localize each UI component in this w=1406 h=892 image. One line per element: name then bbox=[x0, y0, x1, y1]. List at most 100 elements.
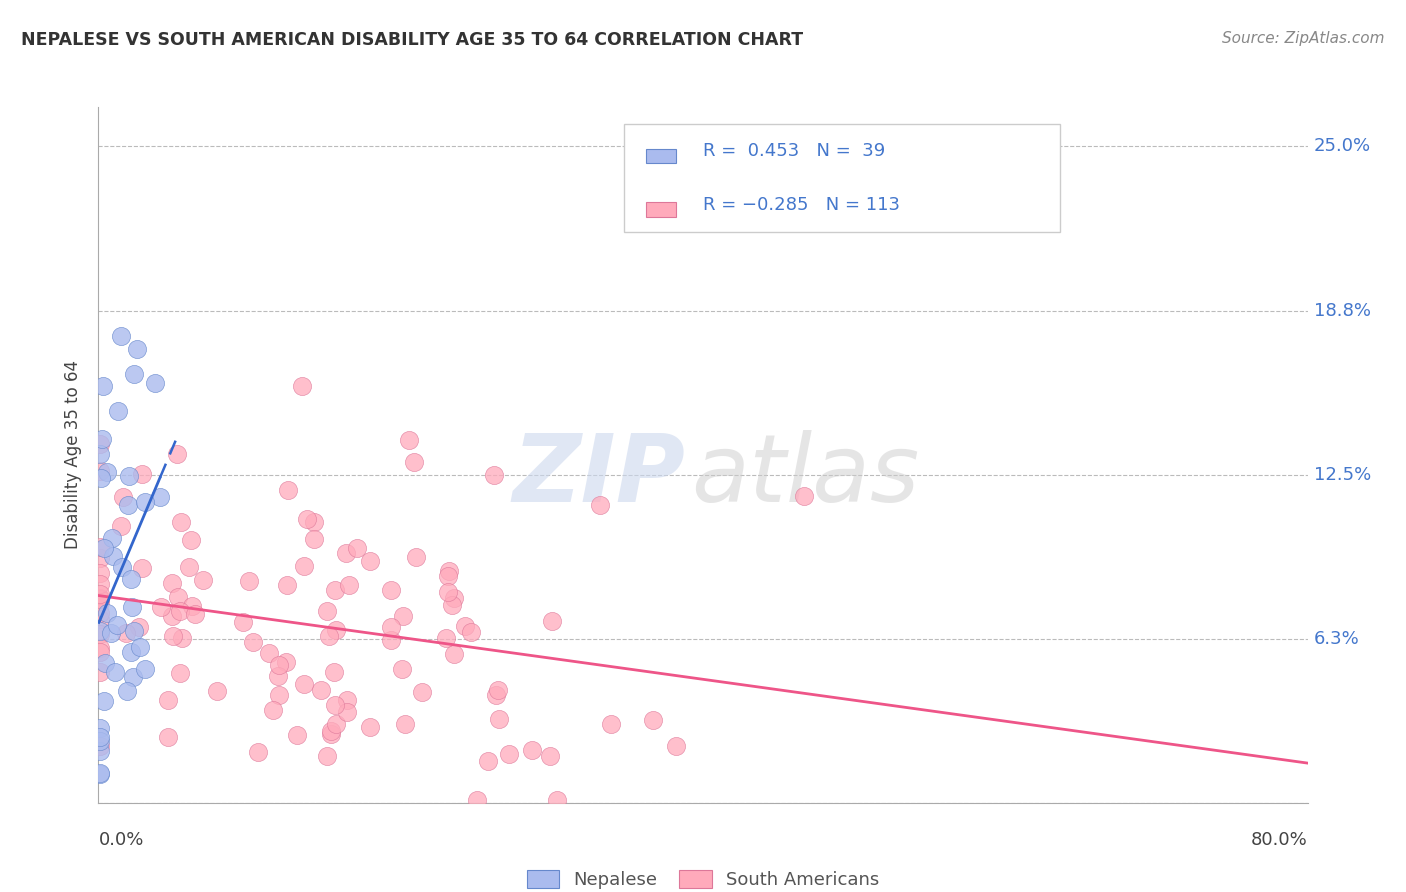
Point bbox=[309, 683, 332, 698]
Legend: Nepalese, South Americans: Nepalese, South Americans bbox=[517, 861, 889, 892]
Text: NEPALESE VS SOUTH AMERICAN DISABILITY AGE 35 TO 64 CORRELATION CHART: NEPALESE VS SOUTH AMERICAN DISABILITY AG… bbox=[21, 31, 803, 49]
Point bbox=[191, 573, 214, 587]
Point bbox=[89, 606, 111, 620]
Point bbox=[166, 591, 188, 605]
Point bbox=[89, 645, 111, 659]
Point bbox=[380, 633, 402, 648]
Point bbox=[89, 624, 111, 638]
Point bbox=[89, 665, 111, 680]
Point bbox=[257, 646, 280, 660]
Point bbox=[205, 683, 228, 698]
Point bbox=[460, 624, 482, 639]
Point bbox=[360, 719, 382, 733]
Text: atlas: atlas bbox=[690, 430, 920, 521]
Point bbox=[538, 748, 561, 763]
Point bbox=[104, 665, 127, 679]
Point bbox=[285, 728, 308, 742]
Point bbox=[91, 379, 114, 393]
Point bbox=[325, 623, 347, 637]
Point bbox=[398, 433, 420, 447]
Point bbox=[89, 627, 111, 641]
Point bbox=[170, 515, 193, 529]
Text: R = −0.285   N = 113: R = −0.285 N = 113 bbox=[703, 196, 900, 214]
Text: ZIP: ZIP bbox=[512, 430, 685, 522]
Point bbox=[96, 466, 118, 480]
Point bbox=[346, 541, 368, 556]
Point bbox=[89, 733, 111, 747]
Point bbox=[665, 739, 688, 753]
Point bbox=[96, 606, 118, 620]
Point bbox=[110, 519, 132, 533]
Point bbox=[101, 531, 124, 545]
Point bbox=[100, 625, 122, 640]
FancyBboxPatch shape bbox=[647, 149, 676, 163]
Point bbox=[380, 620, 402, 634]
Point bbox=[166, 447, 188, 461]
Text: 6.3%: 6.3% bbox=[1313, 630, 1360, 648]
Point bbox=[89, 766, 111, 780]
Point bbox=[339, 577, 361, 591]
Point bbox=[434, 631, 457, 645]
Point bbox=[143, 376, 166, 391]
Point bbox=[292, 558, 315, 573]
Point bbox=[394, 717, 416, 731]
Point bbox=[588, 498, 610, 512]
Point bbox=[89, 765, 111, 780]
Text: 18.8%: 18.8% bbox=[1313, 301, 1371, 319]
Point bbox=[115, 684, 138, 698]
Point bbox=[316, 749, 339, 764]
Point bbox=[89, 566, 111, 580]
Point bbox=[149, 490, 172, 504]
Text: 25.0%: 25.0% bbox=[1313, 137, 1371, 155]
Point bbox=[405, 550, 427, 565]
Point bbox=[89, 640, 111, 655]
Point bbox=[120, 572, 142, 586]
Point bbox=[101, 549, 124, 563]
Point bbox=[380, 582, 402, 597]
Point bbox=[162, 629, 184, 643]
Point bbox=[246, 745, 269, 759]
Point bbox=[89, 595, 111, 609]
Point bbox=[319, 727, 342, 741]
Point bbox=[484, 688, 506, 702]
Text: 80.0%: 80.0% bbox=[1251, 830, 1308, 848]
Point bbox=[302, 532, 325, 546]
Point bbox=[267, 669, 290, 683]
Point bbox=[321, 724, 343, 739]
Point bbox=[318, 629, 340, 643]
Point bbox=[488, 712, 510, 726]
Point bbox=[160, 576, 183, 591]
Point bbox=[467, 793, 489, 807]
Point bbox=[134, 661, 156, 675]
Point bbox=[89, 437, 111, 451]
Point bbox=[89, 587, 111, 601]
Point bbox=[156, 692, 179, 706]
Point bbox=[276, 655, 298, 669]
Point bbox=[122, 367, 145, 381]
Point bbox=[269, 689, 291, 703]
Point bbox=[177, 560, 200, 574]
Point bbox=[295, 512, 318, 526]
Point bbox=[94, 657, 117, 671]
Point bbox=[335, 546, 357, 560]
Point bbox=[129, 640, 152, 655]
Point bbox=[110, 328, 132, 343]
Point bbox=[477, 755, 499, 769]
Point bbox=[89, 591, 111, 606]
Point bbox=[117, 499, 139, 513]
FancyBboxPatch shape bbox=[624, 124, 1060, 232]
Point bbox=[89, 464, 111, 478]
Point bbox=[89, 739, 111, 753]
Point bbox=[325, 716, 347, 731]
Point bbox=[128, 620, 150, 634]
Point bbox=[89, 744, 111, 758]
Text: Source: ZipAtlas.com: Source: ZipAtlas.com bbox=[1222, 31, 1385, 46]
Point bbox=[440, 598, 463, 612]
FancyBboxPatch shape bbox=[647, 202, 676, 218]
Point bbox=[89, 447, 111, 461]
Point bbox=[89, 550, 111, 565]
Point bbox=[89, 591, 111, 606]
Point bbox=[391, 662, 413, 676]
Point bbox=[131, 467, 153, 482]
Point bbox=[105, 617, 128, 632]
